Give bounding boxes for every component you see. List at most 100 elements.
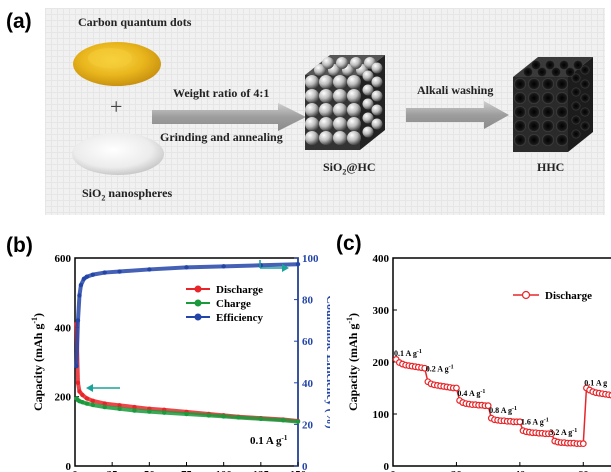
panel-a-letter: (a) <box>6 10 32 33</box>
x-tick-label: 150 <box>290 469 307 472</box>
pore <box>542 120 554 132</box>
sphere <box>347 117 361 131</box>
y-tick-label: 0 <box>384 461 390 472</box>
annotation-sup: -1 <box>281 434 287 442</box>
y-tick-label-right: 100 <box>302 253 319 265</box>
legend-label-discharge: Discharge <box>545 290 592 302</box>
data-point-efficiency <box>90 272 96 277</box>
y-tick-label: 400 <box>373 253 390 265</box>
data-point-discharge <box>484 402 492 410</box>
pore <box>565 67 575 77</box>
data-point-efficiency <box>75 318 81 323</box>
legend-marker-charge <box>194 299 202 307</box>
data-point-charge <box>184 411 189 417</box>
data-point-charge <box>117 406 122 411</box>
rate-label: 0.1 A g-1 <box>394 349 422 358</box>
sio2-hc-label: SiO2@HC <box>323 160 376 176</box>
data-point-efficiency <box>147 267 152 272</box>
data-point-discharge <box>90 398 96 404</box>
pore <box>514 134 526 146</box>
left-axis-arrowhead <box>86 384 93 392</box>
sphere <box>371 118 383 130</box>
pore <box>556 78 568 90</box>
y-tick-label-right: 20 <box>302 419 314 431</box>
carbon-dots-label: Carbon quantum dots <box>78 15 192 29</box>
data-point-charge <box>236 415 241 420</box>
data-point-discharge <box>77 389 82 394</box>
pore <box>528 78 540 90</box>
sio2-powder-image <box>72 133 164 175</box>
data-point-charge <box>221 414 226 419</box>
data-point-discharge <box>579 440 587 448</box>
rate-label-sup: -1 <box>417 349 422 355</box>
hhc-label: HHC <box>537 160 565 174</box>
sphere <box>362 112 374 124</box>
pore <box>551 67 561 77</box>
sphere <box>333 75 347 89</box>
pore <box>542 134 554 146</box>
y-tick-label-right: 60 <box>302 336 314 348</box>
pore <box>556 106 568 118</box>
data-point-discharge <box>453 384 460 392</box>
sphere <box>371 104 383 116</box>
pore <box>531 60 541 70</box>
sphere <box>347 89 361 103</box>
rate-label-text: 0.1 A g <box>394 349 417 358</box>
data-point-efficiency <box>102 270 107 275</box>
pore <box>542 78 554 90</box>
data-point-discharge <box>84 396 90 401</box>
data-point-charge <box>80 400 85 405</box>
sphere <box>333 131 347 145</box>
rate-label-sup: -1 <box>512 406 517 412</box>
sphere <box>347 103 361 117</box>
sphere <box>333 117 347 131</box>
data-point-discharge <box>80 392 85 398</box>
y-tick-label: 300 <box>373 305 390 317</box>
sphere <box>333 89 347 103</box>
rate-label-text: 0.4 A g <box>457 389 480 398</box>
annotation-text: 0.1 A g <box>250 435 282 447</box>
sio2-hc-label-prefix: SiO <box>323 160 343 174</box>
process-arrow-2 <box>406 101 509 129</box>
sphere <box>362 70 374 82</box>
sphere <box>305 75 319 89</box>
rate-label-text: 3.2 A g <box>549 428 572 437</box>
sphere <box>305 131 319 145</box>
pore <box>571 129 581 139</box>
pore <box>580 121 590 131</box>
data-point-charge <box>132 408 137 413</box>
sio2-label-prefix: SiO <box>82 186 102 200</box>
pore <box>514 120 526 132</box>
y-axis-label-sup: -1 <box>345 317 354 324</box>
sphere <box>362 84 374 96</box>
rate-label: 1.6 A g-1 <box>521 417 549 426</box>
pore <box>559 60 569 70</box>
x-tick-label: 40 <box>514 469 526 472</box>
rate-label-sup: -1 <box>544 417 549 423</box>
y-axis-label-text: Capacity (mAh g <box>346 324 360 411</box>
rate-label: 0.4 A g-1 <box>457 389 485 398</box>
pore <box>528 106 540 118</box>
sphere <box>314 64 326 76</box>
arrow2-top-label: Alkali washing <box>417 83 494 97</box>
sio2-hc-label-suffix: @HC <box>346 160 376 174</box>
pore <box>580 79 590 89</box>
panel-c-letter: (c) <box>336 232 362 255</box>
panel-b-letter: (b) <box>6 234 33 257</box>
sio2-hc-label-sub: 2 <box>342 167 347 177</box>
x-tick-label: 75 <box>181 469 193 472</box>
y-axis-label-left-sup: -1 <box>30 317 39 324</box>
y-tick-label-left: 200 <box>55 392 72 404</box>
arrow1-top-label: Weight ratio of 4:1 <box>173 86 270 100</box>
rate-label-text: 1.6 A g <box>521 417 544 426</box>
x-tick-label: 50 <box>144 469 156 472</box>
sio2-label-suffix: nanospheres <box>105 186 173 200</box>
y-axis-label-left: Capacity (mAh g-1) <box>30 313 45 411</box>
sphere <box>319 117 333 131</box>
pore <box>523 67 533 77</box>
pore <box>580 93 590 103</box>
legend-marker-discharge <box>521 290 531 300</box>
rate-label-text: 0.1 A g <box>584 378 607 387</box>
data-point-discharge <box>548 430 555 438</box>
sphere <box>319 89 333 103</box>
